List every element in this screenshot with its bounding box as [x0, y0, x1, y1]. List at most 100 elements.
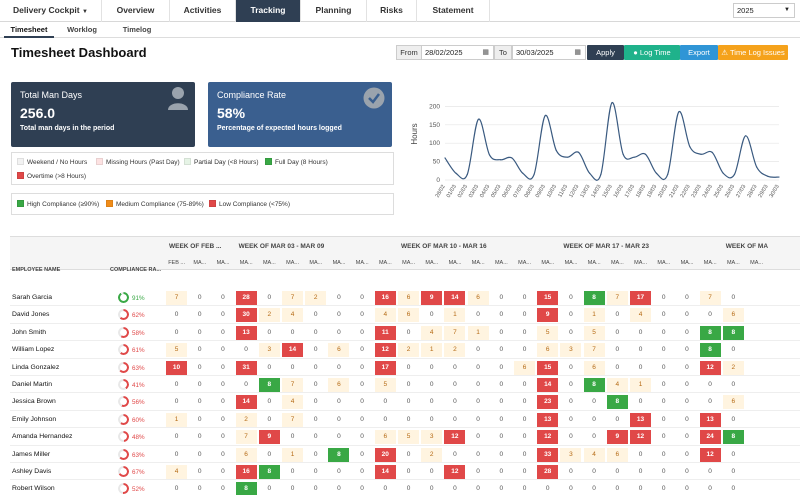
hours-cell[interactable]: 0	[615, 485, 620, 493]
hours-cell[interactable]: 4	[630, 308, 651, 323]
hours-cell[interactable]: 0	[685, 485, 689, 493]
hours-cell[interactable]: 0	[221, 328, 225, 336]
hours-cell[interactable]: 0	[429, 311, 434, 319]
hours-cell[interactable]: 0	[476, 398, 480, 406]
hours-cell[interactable]: 0	[406, 450, 411, 458]
hours-cell[interactable]: 11	[374, 325, 396, 340]
hours-cell[interactable]: 2	[235, 412, 257, 427]
hours-cell[interactable]: 0	[337, 363, 341, 371]
hours-cell[interactable]: 7	[235, 430, 257, 445]
hours-cell[interactable]: 0	[476, 468, 480, 475]
hours-cell[interactable]: 6	[398, 291, 419, 305]
hours-cell[interactable]: 0	[221, 294, 225, 301]
tab-worklog[interactable]: Worklog	[67, 25, 97, 34]
hours-cell[interactable]: 0	[638, 468, 643, 475]
hours-cell[interactable]: 9	[421, 291, 443, 305]
hours-cell[interactable]: 0	[174, 381, 179, 388]
hours-cell[interactable]: 0	[174, 450, 179, 458]
hours-cell[interactable]: 0	[174, 398, 179, 406]
hours-cell[interactable]: 0	[197, 415, 202, 423]
hours-cell[interactable]: 0	[499, 346, 504, 354]
hours-cell[interactable]: 0	[731, 485, 736, 493]
hours-cell[interactable]: 0	[569, 468, 573, 475]
hours-cell[interactable]: 0	[221, 468, 225, 475]
hours-cell[interactable]: 0	[244, 381, 248, 388]
hours-cell[interactable]: 5	[583, 325, 605, 340]
hours-cell[interactable]: 28	[235, 291, 257, 305]
hours-cell[interactable]: 12	[444, 430, 466, 445]
hours-cell[interactable]: 3	[421, 430, 443, 445]
hours-cell[interactable]: 30	[235, 308, 257, 323]
hours-cell[interactable]: 0	[661, 311, 666, 319]
hours-cell[interactable]: 0	[499, 328, 504, 336]
hours-cell[interactable]: 5	[374, 378, 396, 392]
hours-cell[interactable]: 6	[328, 343, 350, 358]
hours-cell[interactable]: 0	[592, 433, 596, 441]
hours-cell[interactable]: 2	[722, 360, 744, 375]
hours-cell[interactable]: 0	[221, 485, 225, 493]
hours-cell[interactable]: 14	[374, 465, 396, 479]
hours-cell[interactable]: 5	[537, 325, 559, 340]
hours-cell[interactable]: 7	[282, 412, 303, 427]
hours-cell[interactable]: 1	[630, 378, 651, 392]
hours-cell[interactable]: 0	[661, 398, 666, 406]
hours-cell[interactable]: 6	[537, 343, 559, 358]
hours-cell[interactable]: 1	[583, 308, 605, 323]
hours-cell[interactable]: 8	[235, 482, 257, 495]
hours-cell[interactable]: 0	[360, 381, 364, 388]
hours-cell[interactable]: 5	[398, 430, 419, 445]
hours-cell[interactable]: 0	[661, 468, 666, 475]
hours-cell[interactable]: 0	[499, 450, 504, 458]
nav-statement[interactable]: Statement	[417, 0, 490, 22]
hours-cell[interactable]: 8	[258, 465, 280, 479]
hours-cell[interactable]: 5	[166, 343, 187, 358]
hours-cell[interactable]: 0	[406, 398, 411, 406]
hours-cell[interactable]: 2	[444, 343, 466, 358]
hours-cell[interactable]: 0	[221, 346, 225, 354]
hours-cell[interactable]: 12	[537, 430, 559, 445]
hours-cell[interactable]: 0	[638, 485, 643, 493]
hours-cell[interactable]: 0	[174, 485, 179, 493]
hours-cell[interactable]: 15	[537, 360, 559, 375]
hours-cell[interactable]: 23	[537, 395, 559, 410]
hours-cell[interactable]: 0	[638, 398, 643, 406]
hours-cell[interactable]: 0	[522, 485, 527, 493]
hours-cell[interactable]: 0	[313, 346, 318, 354]
hours-cell[interactable]: 16	[374, 291, 396, 305]
hours-cell[interactable]: 8	[606, 395, 628, 410]
hours-cell[interactable]: 0	[476, 311, 480, 319]
hours-cell[interactable]: 0	[685, 468, 689, 475]
hours-cell[interactable]: 0	[476, 450, 480, 458]
hours-cell[interactable]: 4	[166, 465, 187, 479]
hours-cell[interactable]: 0	[360, 485, 364, 493]
hours-cell[interactable]: 0	[499, 381, 504, 388]
hours-cell[interactable]: 0	[197, 485, 202, 493]
hours-cell[interactable]: 0	[267, 485, 272, 493]
hours-cell[interactable]: 2	[421, 447, 443, 462]
hours-cell[interactable]: 0	[221, 433, 225, 441]
hours-cell[interactable]: 0	[290, 485, 295, 493]
hours-cell[interactable]: 0	[731, 346, 736, 354]
time-log-issues-button[interactable]: ⚠ Time Log Issues	[718, 45, 788, 60]
hours-cell[interactable]: 0	[661, 381, 666, 388]
hours-cell[interactable]: 0	[569, 328, 573, 336]
hours-cell[interactable]: 0	[221, 415, 225, 423]
hours-cell[interactable]: 16	[235, 465, 257, 479]
hours-cell[interactable]: 0	[429, 468, 434, 475]
hours-cell[interactable]: 0	[244, 346, 248, 354]
hours-cell[interactable]: 0	[661, 415, 666, 423]
hours-cell[interactable]: 0	[569, 433, 573, 441]
hours-cell[interactable]: 0	[313, 485, 318, 493]
hours-cell[interactable]: 0	[522, 450, 527, 458]
nav-overview[interactable]: Overview	[102, 0, 170, 22]
hours-cell[interactable]: 14	[537, 378, 559, 392]
hours-cell[interactable]: 0	[615, 346, 620, 354]
hours-cell[interactable]: 0	[638, 363, 643, 371]
hours-cell[interactable]: 0	[476, 485, 480, 493]
hours-cell[interactable]: 0	[522, 294, 527, 301]
hours-cell[interactable]: 1	[467, 325, 489, 340]
hours-cell[interactable]: 17	[630, 291, 651, 305]
hours-cell[interactable]: 0	[429, 363, 434, 371]
nav-tracking[interactable]: Tracking	[236, 0, 301, 22]
hours-cell[interactable]: 6	[374, 430, 396, 445]
